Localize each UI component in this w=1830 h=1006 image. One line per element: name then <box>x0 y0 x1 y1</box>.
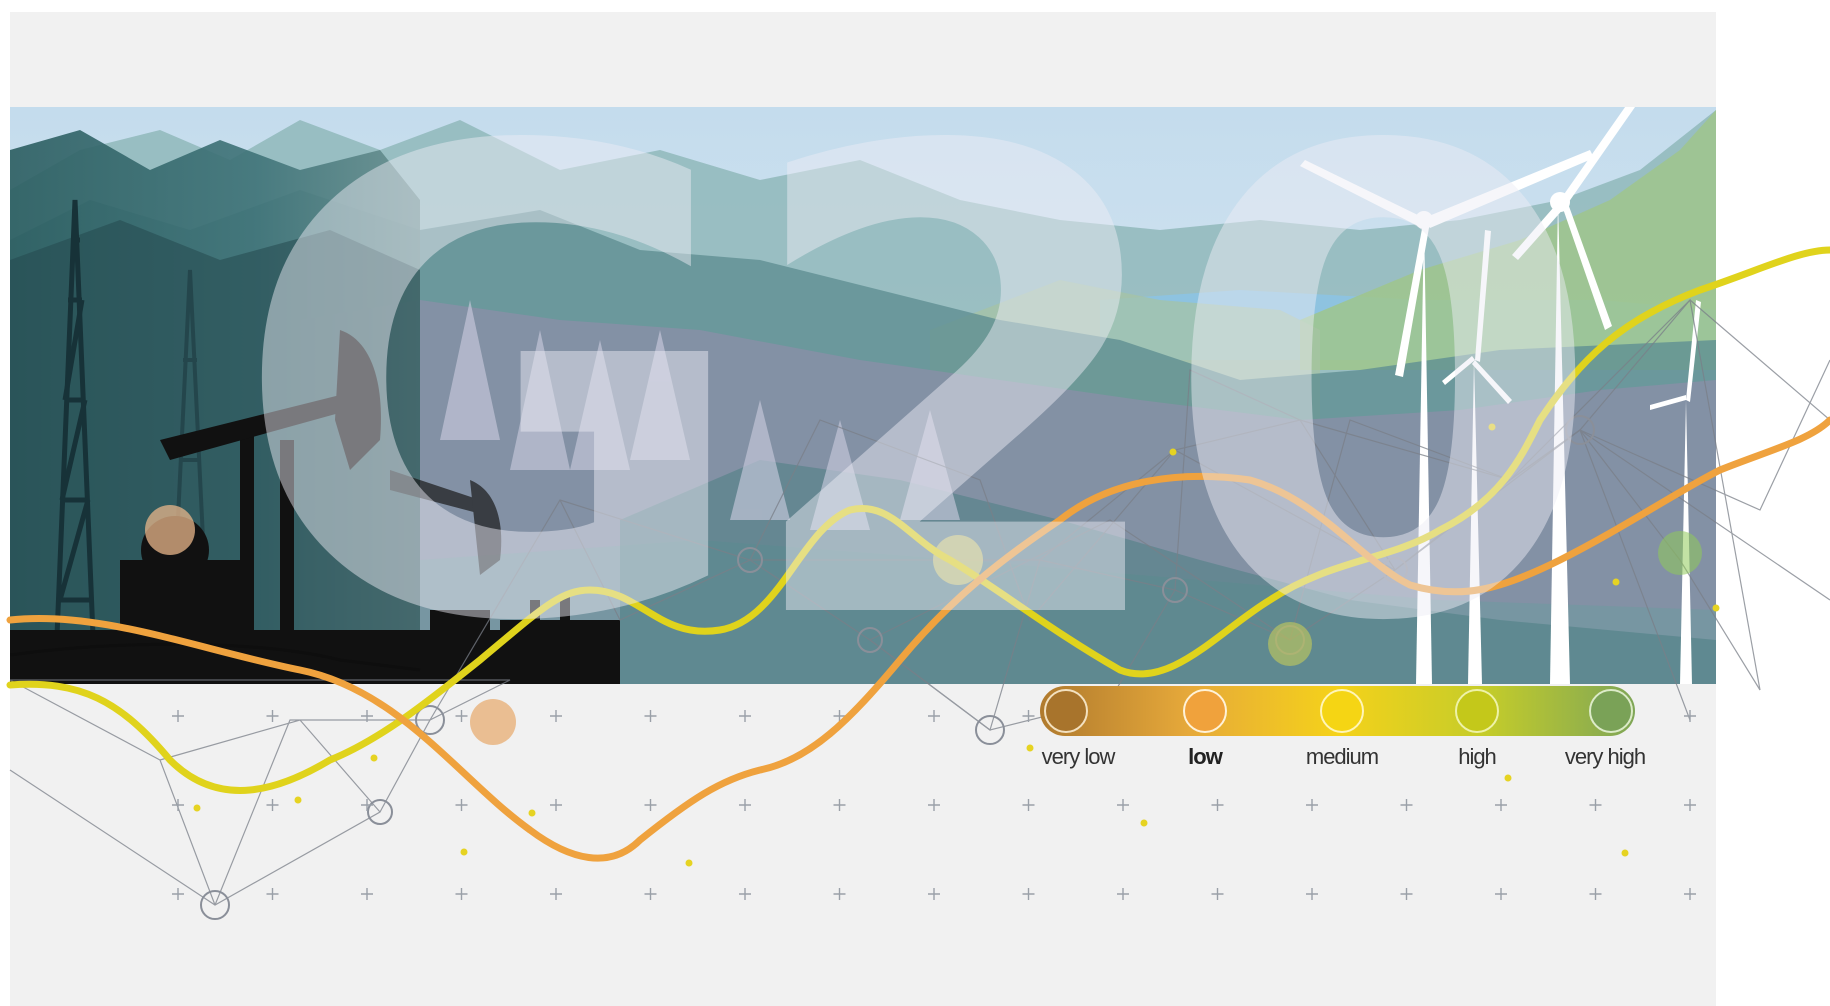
plus-marker <box>739 888 751 900</box>
plus-marker <box>455 710 468 722</box>
legend-dot-medium <box>1320 689 1364 733</box>
plus-marker <box>1022 888 1035 900</box>
yellow-trend-line <box>6 246 1830 794</box>
orange-trend-line <box>6 416 1830 862</box>
plus-marker <box>928 888 940 900</box>
legend-dot-high <box>1455 689 1499 733</box>
plus-marker <box>550 888 562 900</box>
plus-marker <box>644 799 657 811</box>
plus-marker <box>1684 799 1696 811</box>
legend-label-high: high <box>1458 744 1497 769</box>
plus-marker <box>1589 888 1602 900</box>
plus-marker <box>361 888 373 900</box>
oil-derrick-icon <box>48 199 102 684</box>
plus-marker <box>1684 710 1696 722</box>
plus-marker <box>455 888 468 900</box>
plus-marker <box>833 710 846 722</box>
plus-marker <box>1400 799 1413 811</box>
plus-marker <box>644 710 657 722</box>
legend-dot-low <box>1183 689 1227 733</box>
legend-label-very-low: very low <box>1041 744 1116 769</box>
legend-scale <box>1040 686 1635 736</box>
plus-marker <box>455 799 468 811</box>
plus-marker <box>739 799 751 811</box>
plus-marker <box>550 710 562 722</box>
plus-marker <box>1022 799 1035 811</box>
legend-label-medium: medium <box>1305 744 1379 769</box>
plus-marker <box>928 799 940 811</box>
plus-marker <box>1211 888 1224 900</box>
plus-marker <box>1306 888 1318 900</box>
plus-marker <box>266 710 279 722</box>
plus-marker <box>1211 799 1224 811</box>
legend-dot-very-low <box>1044 689 1088 733</box>
plus-marker <box>1117 799 1129 811</box>
plus-marker <box>550 799 562 811</box>
landscape-banner <box>10 107 1716 684</box>
plus-marker <box>833 888 846 900</box>
legend-label-very-high: very high <box>1564 744 1646 769</box>
legend-labels: very low low medium high very high <box>0 744 1830 774</box>
plus-marker <box>1589 799 1602 811</box>
plus-marker <box>1495 799 1507 811</box>
plus-marker <box>172 799 184 811</box>
legend-dot-very-high <box>1589 689 1633 733</box>
plus-marker <box>1495 888 1507 900</box>
plus-marker <box>1684 888 1696 900</box>
plus-marker <box>1400 888 1413 900</box>
pine-tree-icon <box>440 300 960 530</box>
plus-marker <box>739 710 751 722</box>
plus-marker <box>1117 888 1129 900</box>
plus-marker <box>833 799 846 811</box>
plus-marker <box>172 710 184 722</box>
plus-marker <box>172 888 184 900</box>
legend-label-low: low <box>1188 744 1223 769</box>
plus-marker <box>266 799 279 811</box>
pumpjack-icon <box>10 330 620 684</box>
plus-marker <box>361 710 373 722</box>
plus-marker <box>361 799 373 811</box>
plus-marker <box>644 888 657 900</box>
plus-marker <box>266 888 279 900</box>
plus-marker <box>928 710 940 722</box>
plus-marker <box>1022 710 1035 722</box>
plus-marker <box>1306 799 1318 811</box>
